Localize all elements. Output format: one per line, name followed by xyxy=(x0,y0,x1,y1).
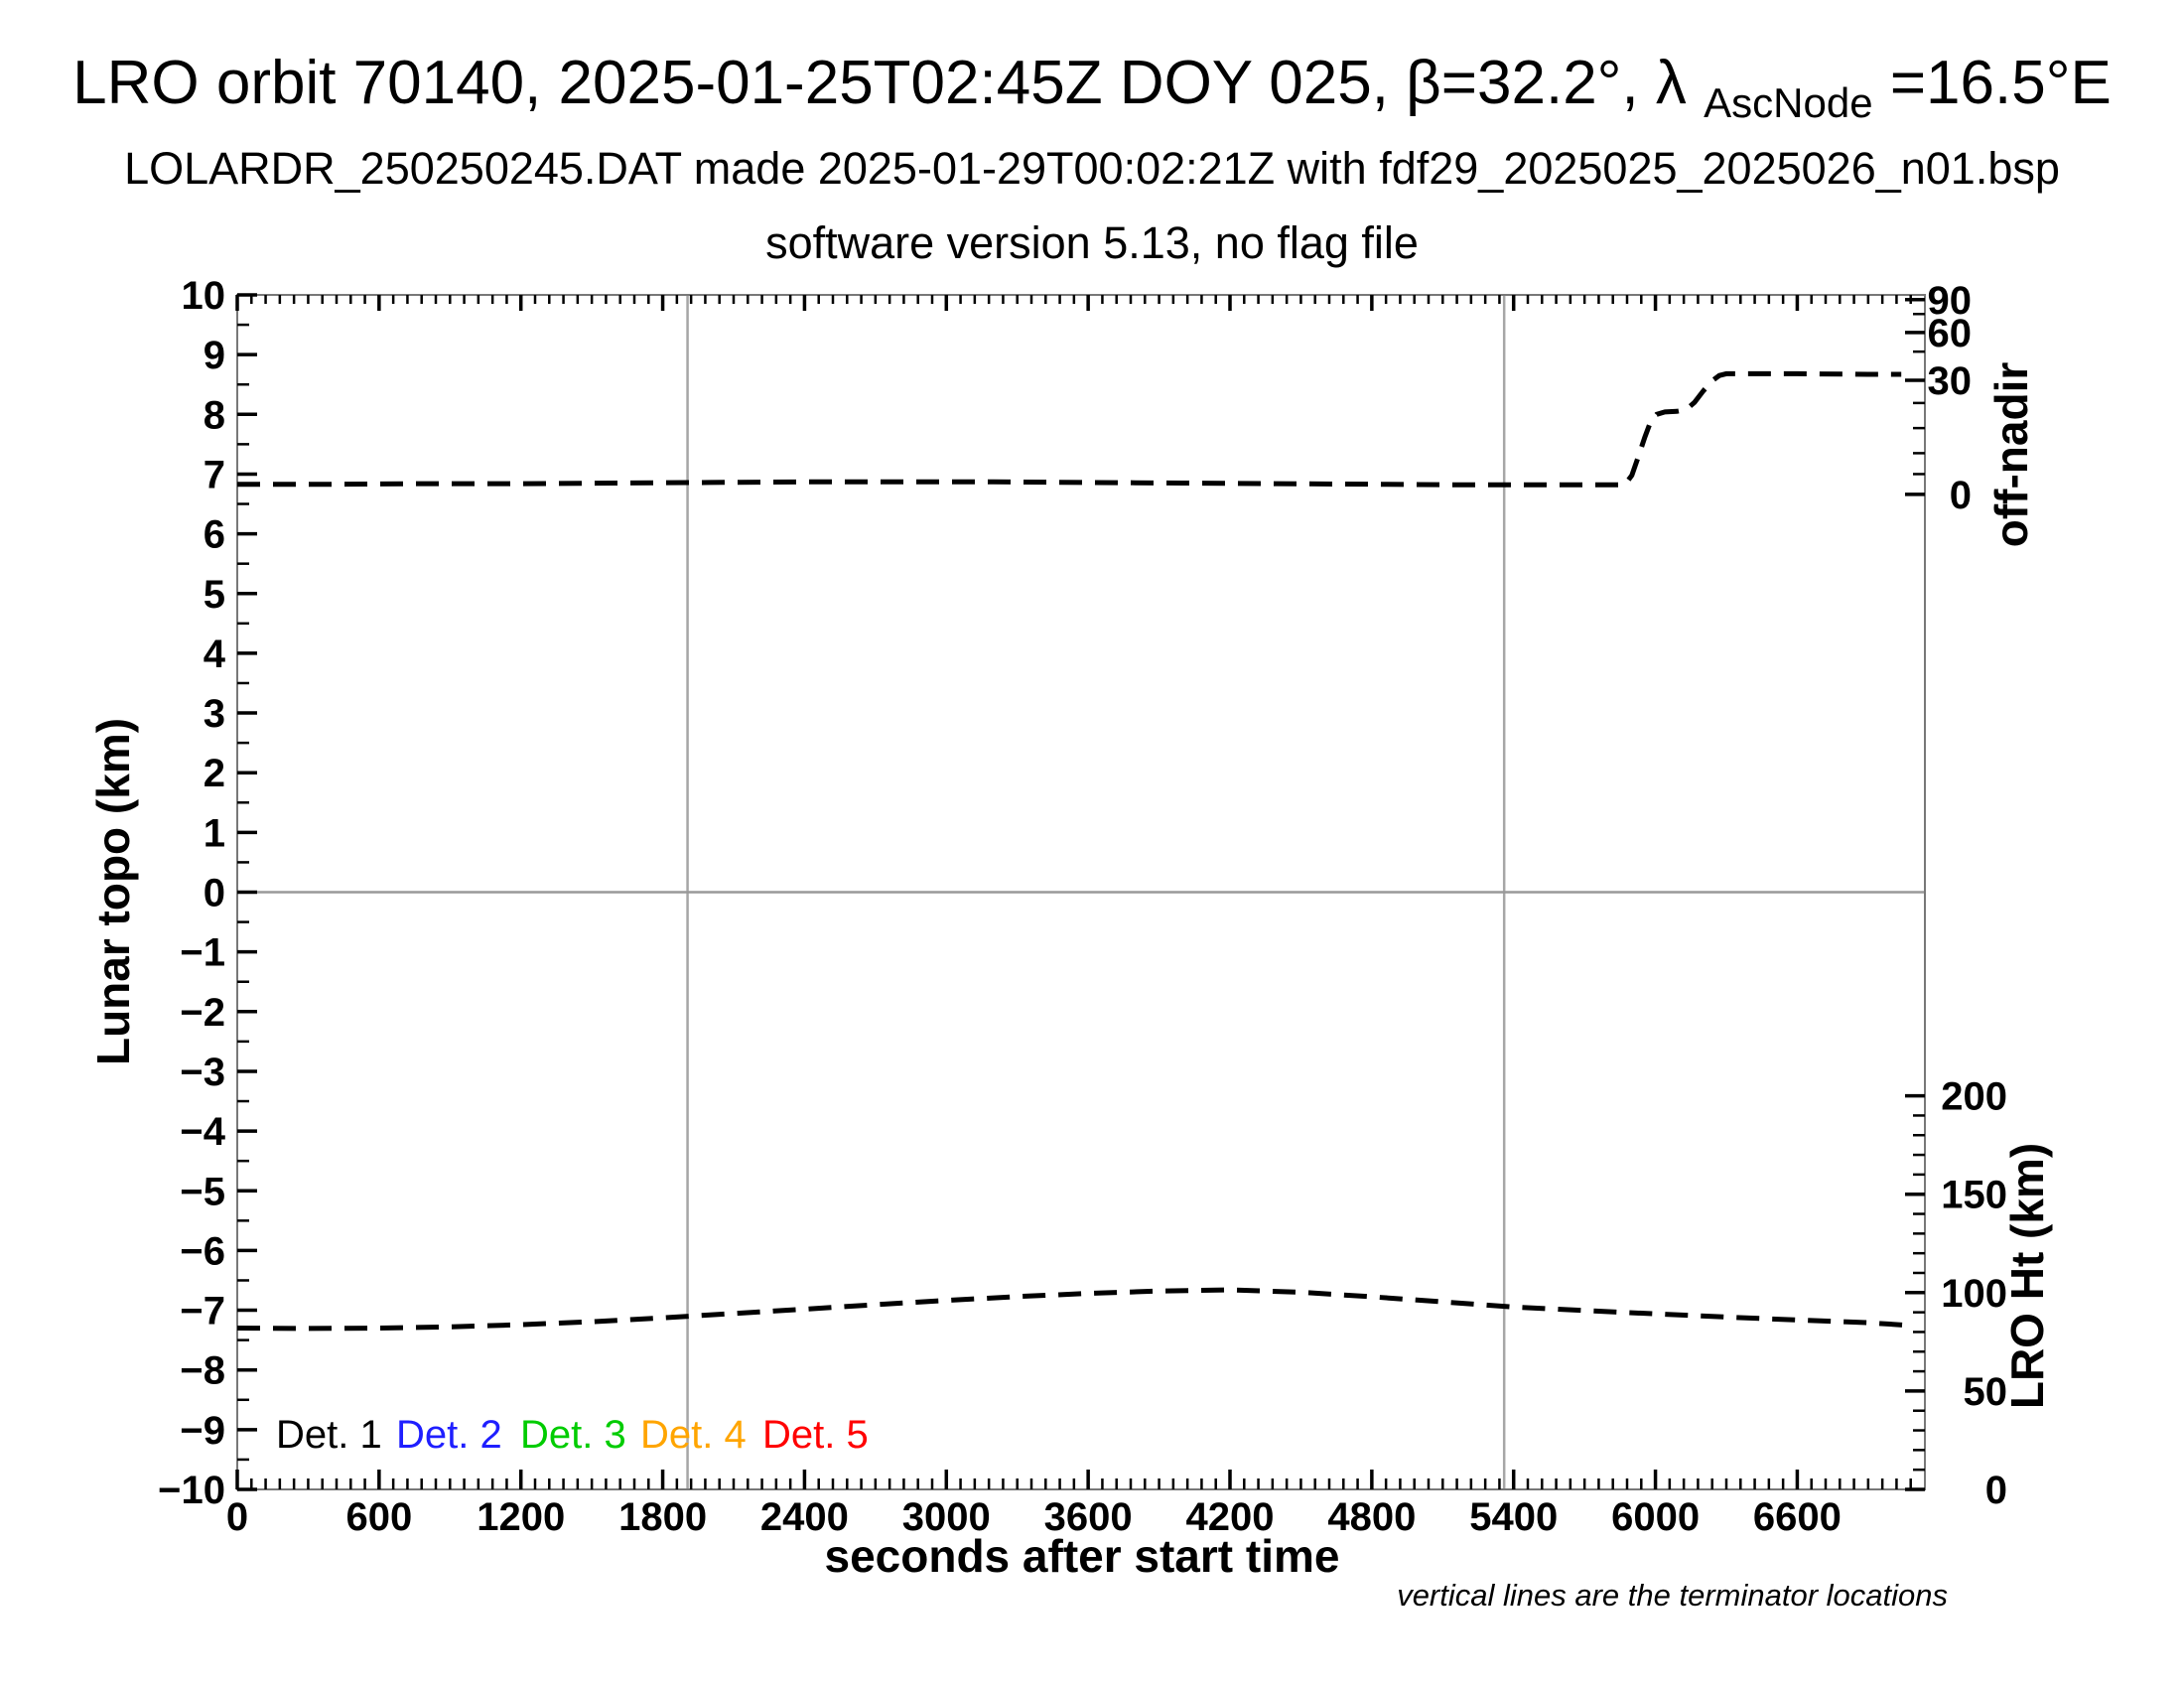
lro-ht-tick-label: 0 xyxy=(1985,1469,2007,1512)
y-tick-label: −2 xyxy=(180,991,225,1035)
y-tick-label: −10 xyxy=(158,1469,225,1512)
x-tick-label: 3600 xyxy=(1044,1495,1133,1539)
x-tick-label: 2400 xyxy=(760,1495,849,1539)
y-tick-label: 6 xyxy=(204,513,225,557)
off-nadir-tick-label: 90 xyxy=(1928,279,1973,323)
off-nadir-tick-label: 60 xyxy=(1928,312,1973,355)
y-tick-label: 10 xyxy=(182,274,226,318)
chart-title-suffix: =16.5°E xyxy=(1890,49,2112,117)
y-tick-label: −9 xyxy=(180,1409,225,1453)
gridlines xyxy=(237,295,1925,1489)
y-tick-label: 7 xyxy=(204,453,225,496)
x-tick-label: 6000 xyxy=(1611,1495,1700,1539)
legend-item-det-3: Det. 3 xyxy=(520,1413,626,1457)
legend: Det. 1 Det. 2 Det. 3 Det. 4 Det. 5 xyxy=(276,1413,869,1457)
y-tick-label: 9 xyxy=(204,334,225,377)
y-tick-label: −8 xyxy=(180,1349,225,1393)
y-tick-label: −3 xyxy=(180,1051,225,1094)
lro-ht-tick-label: 100 xyxy=(1941,1272,2007,1316)
lro-ht-tick-label: 150 xyxy=(1941,1174,2007,1217)
y-tick-label: −6 xyxy=(180,1229,225,1273)
chart-subtitle2: software version 5.13, no flag file xyxy=(765,217,1419,268)
y-tick-label: 8 xyxy=(204,393,225,437)
y-tick-label: −4 xyxy=(180,1110,225,1154)
x-tick-label: 0 xyxy=(226,1495,248,1539)
lro-ht-axis-title: LRO Ht (km) xyxy=(2001,1143,2053,1409)
off-nadir-tick-label: 30 xyxy=(1928,359,1973,403)
x-tick-label: 600 xyxy=(345,1495,412,1539)
x-tick-label: 1200 xyxy=(477,1495,565,1539)
y-tick-label: 4 xyxy=(204,633,226,676)
y-tick-label: 0 xyxy=(204,872,225,915)
lro-ht-tick-label: 50 xyxy=(1964,1370,2008,1414)
y-axis-title: Lunar topo (km) xyxy=(87,718,139,1065)
legend-item-det-1: Det. 1 xyxy=(276,1413,382,1457)
legend-item-det-4: Det. 4 xyxy=(640,1413,747,1457)
x-tick-label: 6600 xyxy=(1753,1495,1842,1539)
x-axis-title: seconds after start time xyxy=(825,1530,1340,1582)
y-tick-label: 5 xyxy=(204,573,225,617)
x-tick-label: 4200 xyxy=(1186,1495,1275,1539)
y-tick-label: −1 xyxy=(180,931,225,975)
x-tick-label: 1800 xyxy=(618,1495,707,1539)
legend-item-det-2: Det. 2 xyxy=(396,1413,502,1457)
x-tick-label: 3000 xyxy=(902,1495,991,1539)
x-tick-label: 5400 xyxy=(1469,1495,1558,1539)
footnote: vertical lines are the terminator locati… xyxy=(1397,1578,1948,1613)
axis-ticks: 0 600 1200 1800 2400 3000 3600 4200 4800 5400 6000… xyxy=(158,274,2007,1539)
y-tick-label: −7 xyxy=(180,1290,225,1334)
chart-title-main: LRO orbit 70140, 2025-01-25T02:45Z DOY 0… xyxy=(72,49,1687,117)
off-nadir-curve xyxy=(237,370,1902,488)
lro-ht-tick-label: 200 xyxy=(1941,1075,2007,1119)
y-tick-label: 1 xyxy=(204,811,225,855)
y-tick-label: 3 xyxy=(204,692,225,736)
chart-title-subscript: AscNode xyxy=(1704,79,1872,126)
legend-item-det-5: Det. 5 xyxy=(762,1413,869,1457)
y-tick-label: 2 xyxy=(204,752,225,795)
lro-height-curve xyxy=(236,1287,1911,1332)
y-tick-label: −5 xyxy=(180,1170,225,1213)
off-nadir-axis-title: off-nadir xyxy=(1985,362,2037,548)
off-nadir-tick-label: 0 xyxy=(1950,474,1972,517)
chart-subtitle: LOLARDR_250250245.DAT made 2025-01-29T00… xyxy=(124,143,2060,194)
chart-title: LRO orbit 70140, 2025-01-25T02:45Z DOY 0… xyxy=(72,49,2112,131)
data-curves xyxy=(236,370,1911,1332)
x-tick-label: 4800 xyxy=(1327,1495,1416,1539)
